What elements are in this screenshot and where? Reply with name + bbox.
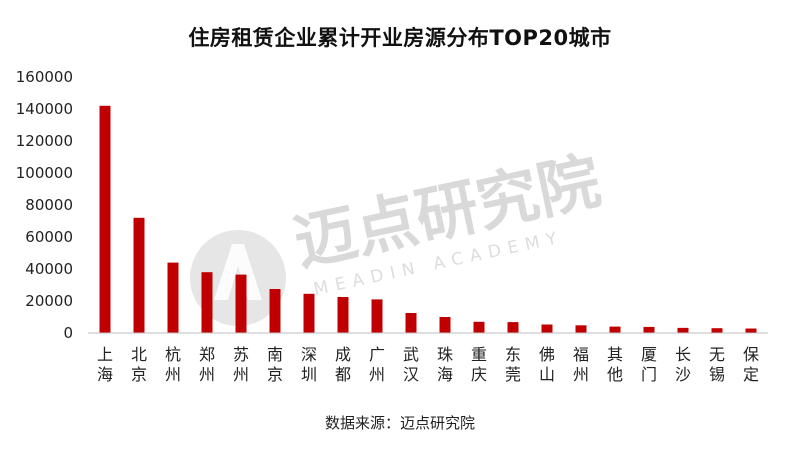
bar [643,326,655,333]
watermark: 迈点研究院 MEADIN ACADEMY [190,144,606,326]
x-tick-label: 珠海 [437,345,453,384]
bar [235,274,247,333]
bar [541,324,553,333]
x-tick-label: 无锡 [709,345,725,384]
y-tick-label: 160000 [16,68,73,86]
x-tick-label: 重庆 [471,345,487,384]
data-source: 数据来源：迈点研究院 [324,414,475,432]
bar [371,299,383,333]
y-tick-label: 20000 [25,292,73,310]
y-tick-label: 100000 [16,164,73,182]
x-tick-label: 厦门 [641,345,657,384]
y-tick-label: 120000 [16,132,73,150]
y-tick-label: 40000 [25,260,73,278]
x-tick-label: 保定 [743,345,759,384]
y-tick-label: 80000 [25,196,73,214]
y-axis: 0 20000 40000 60000 80000 100000 120000 140000 1… [16,68,73,342]
x-tick-label: 其他 [607,345,623,384]
bar [167,262,179,333]
bar [507,322,519,333]
bar [439,317,451,333]
y-tick-label: 60000 [25,228,73,246]
y-tick-label: 0 [63,324,73,342]
x-tick-label: 深圳 [301,345,317,384]
x-tick-label: 福州 [573,345,589,384]
x-tick-label: 北京 [131,345,147,384]
x-tick-label: 南京 [267,345,283,384]
chart-title: 住房租赁企业累计开业房源分布TOP20城市 [188,26,612,50]
bar [473,321,485,333]
bar [269,289,281,333]
bar [711,328,723,333]
x-tick-label: 郑州 [199,345,215,384]
bar [133,217,145,333]
x-tick-label: 广州 [369,345,385,384]
bar [609,326,621,333]
bar [303,293,315,333]
x-tick-label: 佛山 [539,345,555,384]
bar [201,272,213,333]
x-tick-label: 上海 [97,345,113,384]
y-tick-label: 140000 [16,100,73,118]
x-tick-label: 成都 [335,345,351,384]
bar [745,328,757,333]
bar [337,297,349,333]
x-tick-label: 武汉 [403,345,419,384]
bar [677,327,689,333]
bars [99,105,757,333]
x-tick-label: 杭州 [165,345,181,384]
bar [99,105,111,333]
x-tick-label: 长沙 [675,345,691,384]
x-tick-label: 苏州 [233,345,249,384]
x-tick-label: 东莞 [505,345,521,384]
bar [405,313,417,333]
bar [575,325,587,333]
watermark-logo-mark [214,244,262,300]
